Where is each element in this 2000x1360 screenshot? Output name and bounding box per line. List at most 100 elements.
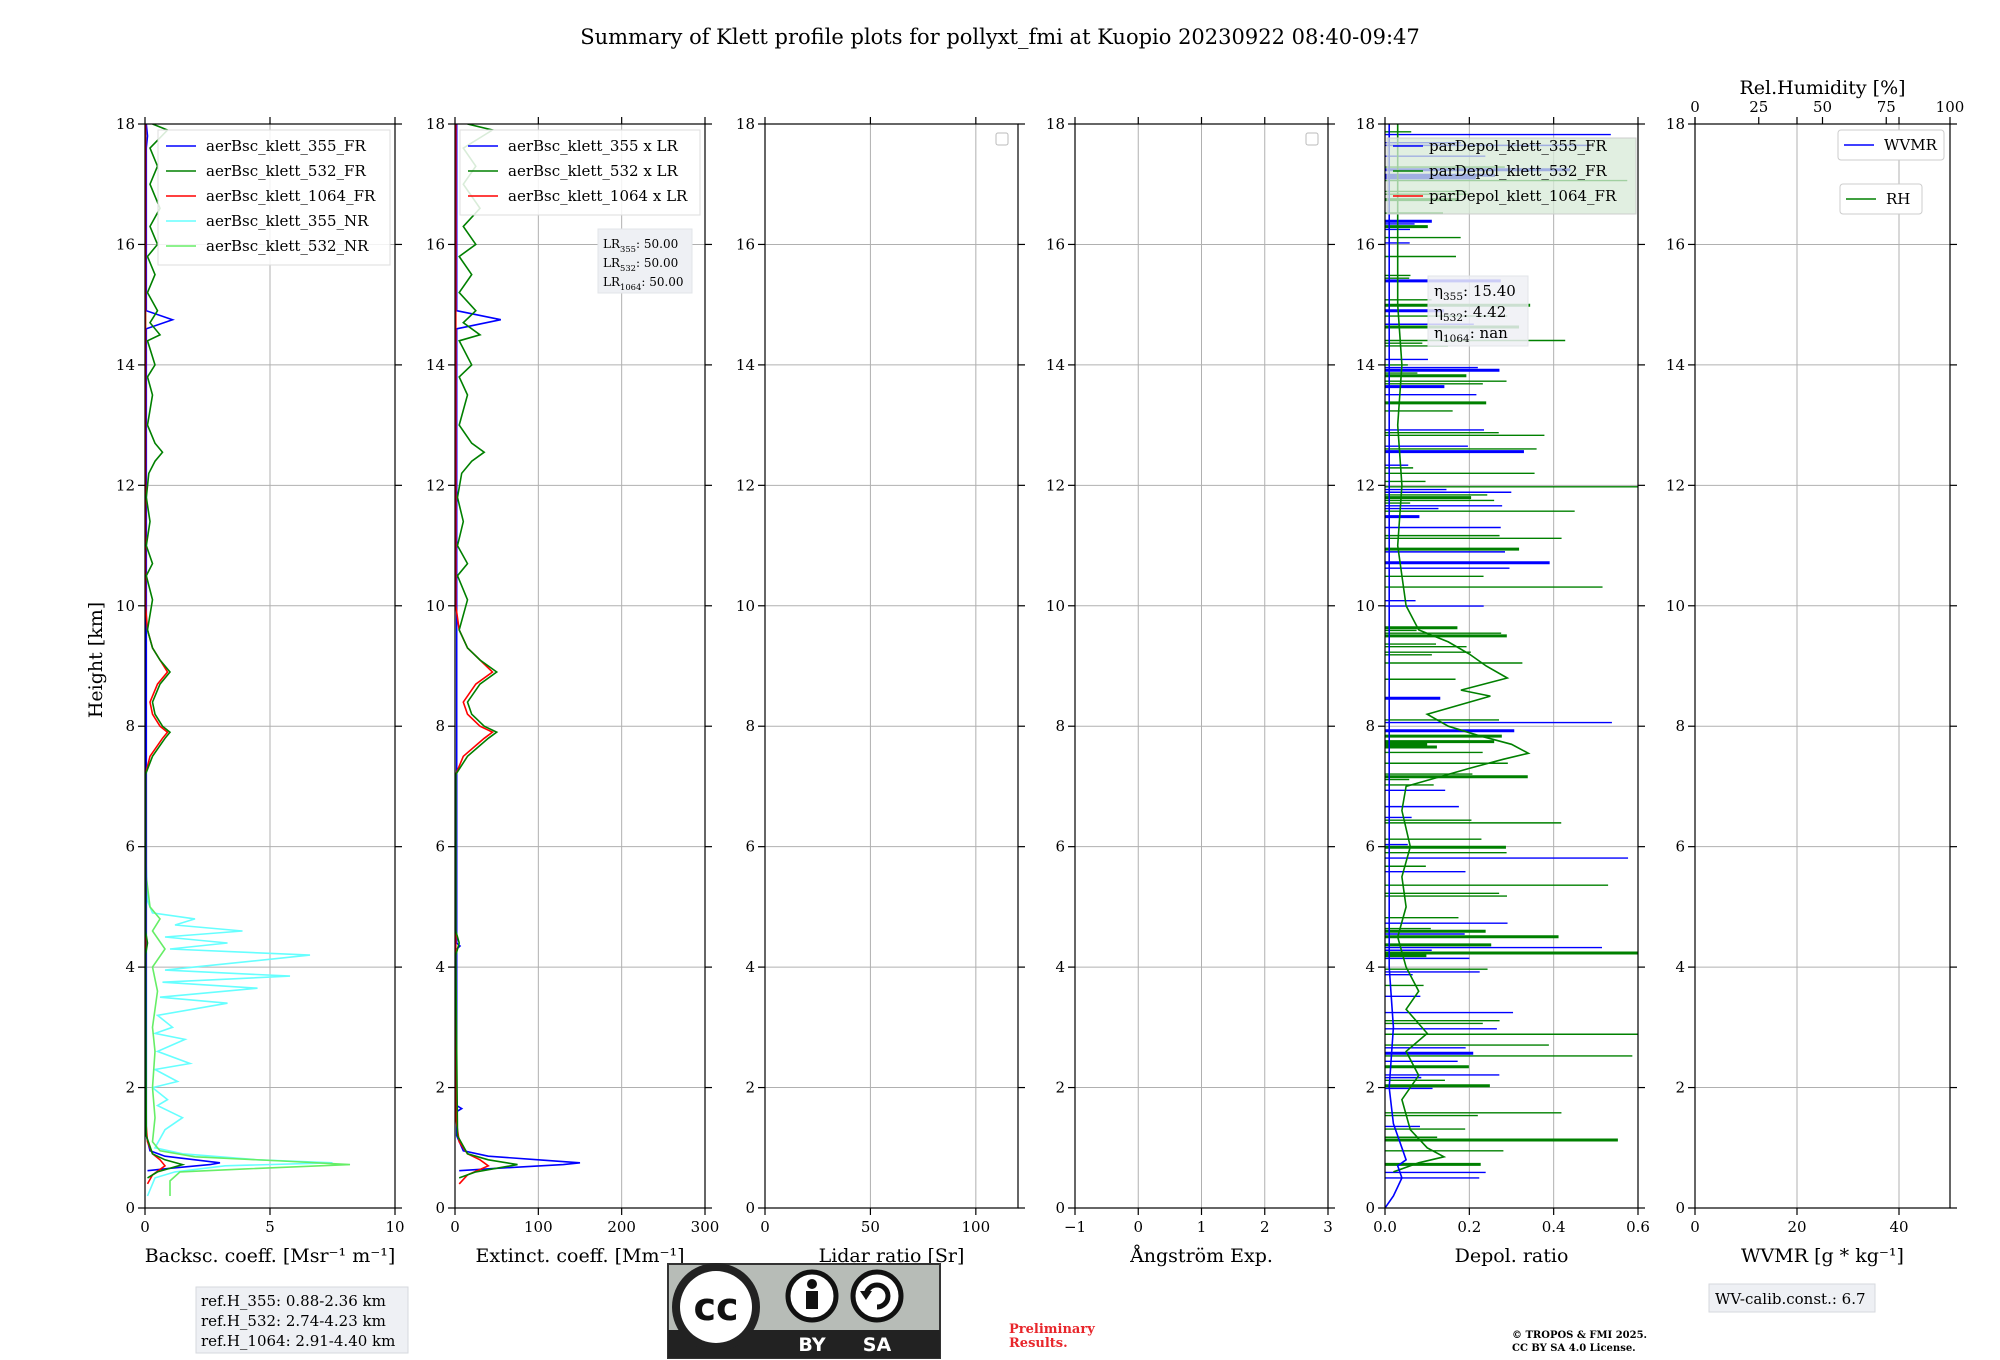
top-tick-label: 50 — [1813, 98, 1832, 116]
y-tick-label: 18 — [116, 115, 135, 133]
x-tick-label: 40 — [1889, 1218, 1908, 1236]
legend-entry: aerBsc_klett_355 x LR — [508, 137, 679, 155]
lr-annotation-line-value: : 50.00 — [636, 256, 678, 270]
x-tick-label: 10 — [385, 1218, 404, 1236]
legend-entry: RH — [1886, 190, 1910, 208]
x-tick-label: 100 — [962, 1218, 991, 1236]
reference-height-box: ref.H_355: 0.88-2.36 km ref.H_532: 2.74-… — [195, 1286, 409, 1354]
legend-box — [157, 129, 391, 266]
by-person-body — [806, 1291, 818, 1309]
lr-annotation-line-base: LR — [603, 256, 621, 270]
y-tick-label: 14 — [1666, 356, 1685, 374]
y-tick-label: 2 — [1675, 1079, 1685, 1097]
x-tick-label: 0.0 — [1373, 1218, 1397, 1236]
y-tick-label: 0 — [1055, 1199, 1065, 1217]
legend-entry: parDepol_klett_355_FR — [1429, 137, 1607, 155]
x-tick-label: 0.6 — [1626, 1218, 1650, 1236]
y-tick-label: 16 — [736, 235, 755, 253]
y-tick-label: 0 — [1675, 1199, 1685, 1217]
cc-sa-label: SA — [863, 1334, 892, 1356]
wv-calib-text: WV-calib.const.: 6.7 — [1715, 1290, 1866, 1308]
x-tick-label: 0 — [1133, 1218, 1143, 1236]
reference-height-box-bg — [195, 1286, 409, 1354]
top-tick-label: 75 — [1877, 98, 1896, 116]
panel-extinction: 0 100 200 300 0 2 4 6 8 10 12 14 16 18 Extinct. coeff.… — [426, 115, 719, 1267]
y-tick-label: 18 — [426, 115, 445, 133]
legend-entry: aerBsc_klett_532 x LR — [508, 162, 679, 180]
y-tick-label: 6 — [125, 838, 135, 856]
series-line-aerBsc_klett_355_FR — [145, 124, 221, 1172]
legend-box — [1386, 137, 1637, 215]
x-tick-label: 0 — [450, 1218, 460, 1236]
cc-circle-inner — [680, 1271, 752, 1343]
y-tick-label: 8 — [1055, 717, 1065, 735]
x-tick-label: 300 — [691, 1218, 720, 1236]
legend-entry: aerBsc_klett_1064_FR — [206, 187, 376, 205]
top-tick-label: 0 — [1690, 98, 1700, 116]
y-tick-label: 18 — [1356, 115, 1375, 133]
legend-box — [459, 129, 701, 216]
y-tick-label: 2 — [435, 1079, 445, 1097]
y-tick-label: 18 — [1666, 115, 1685, 133]
y-tick-label: 2 — [1365, 1079, 1375, 1097]
x-tick-label: 0.2 — [1457, 1218, 1481, 1236]
x-tick-label: −1 — [1064, 1218, 1086, 1236]
cc-by-sa-logo: cc BY SA — [667, 1263, 941, 1359]
y-tick-label: 8 — [1365, 717, 1375, 735]
x-axis-label: Depol. ratio — [1455, 1245, 1569, 1267]
copyright-line-1: © TROPOS & FMI 2025. — [1512, 1330, 1647, 1341]
y-tick-label: 6 — [1365, 838, 1375, 856]
y-tick-label: 6 — [745, 838, 755, 856]
legend-entry: aerBsc_klett_1064 x LR — [508, 187, 688, 205]
y-tick-label: 12 — [116, 476, 135, 494]
series-line-aerBsc_klett_355 x LR — [455, 124, 581, 1172]
x-tick-label: 0 — [1690, 1218, 1700, 1236]
y-tick-label: 6 — [1675, 838, 1685, 856]
top-axis-label: Rel.Humidity [%] — [1739, 77, 1905, 99]
y-tick-label: 10 — [736, 597, 755, 615]
cc-by-label: BY — [798, 1334, 825, 1356]
y-tick-label: 8 — [125, 717, 135, 735]
y-tick-label: 10 — [1046, 597, 1065, 615]
axes-frame — [1074, 123, 1329, 1209]
lr-annotation-line: LR1064: 50.00 — [603, 275, 684, 292]
y-tick-label: 4 — [125, 958, 135, 976]
x-tick-label: 2 — [1260, 1218, 1270, 1236]
sa-arrow-arc — [863, 1282, 891, 1310]
y-axis-label: Height [km] — [85, 602, 107, 718]
sa-arrow-head — [860, 1291, 872, 1300]
y-tick-label: 0 — [125, 1199, 135, 1217]
axes-frame — [454, 123, 706, 1209]
axes-frame — [144, 123, 396, 1209]
y-tick-label: 18 — [1046, 115, 1065, 133]
cc-icon: cc — [693, 1285, 738, 1329]
y-tick-label: 6 — [1055, 838, 1065, 856]
series-line-aerBsc_klett_355_NR — [145, 124, 333, 1197]
wv-calib-bg — [1708, 1283, 1876, 1313]
eta-annotation-line-value: : 4.42 — [1463, 303, 1506, 321]
lr-annotation-line-sub: 532 — [620, 263, 636, 273]
x-tick-label: 20 — [1787, 1218, 1806, 1236]
y-tick-label: 2 — [745, 1079, 755, 1097]
eta-annotation-line-value: : 15.40 — [1463, 282, 1516, 300]
sa-share-alike-icon — [850, 1269, 904, 1323]
y-tick-label: 16 — [1046, 235, 1065, 253]
y-tick-label: 14 — [1356, 356, 1375, 374]
x-axis-label: WVMR [g * kg⁻¹] — [1741, 1245, 1904, 1267]
x-axis-label: Lidar ratio [Sr] — [819, 1245, 965, 1267]
eta-annotation-line: η1064: nan — [1434, 324, 1508, 345]
x-tick-label: 200 — [607, 1218, 636, 1236]
x-tick-label: 50 — [861, 1218, 880, 1236]
y-tick-label: 18 — [736, 115, 755, 133]
axes-frame — [1694, 123, 1951, 1209]
axes-frame — [764, 123, 1019, 1209]
y-tick-label: 4 — [1055, 958, 1065, 976]
ref-h-532: ref.H_532: 2.74-4.23 km — [201, 1312, 386, 1330]
y-tick-label: 12 — [1666, 476, 1685, 494]
y-tick-label: 0 — [745, 1199, 755, 1217]
x-axis-label: Extinct. coeff. [Mm⁻¹] — [475, 1245, 684, 1267]
y-tick-label: 12 — [736, 476, 755, 494]
panel-wvmr: 0 20 40 0 2 4 6 8 10 12 14 16 18 WVMR [g * kg⁻¹] 0 25 50… — [1666, 77, 1964, 1267]
lr-annotation-line: LR355: 50.00 — [603, 237, 678, 254]
